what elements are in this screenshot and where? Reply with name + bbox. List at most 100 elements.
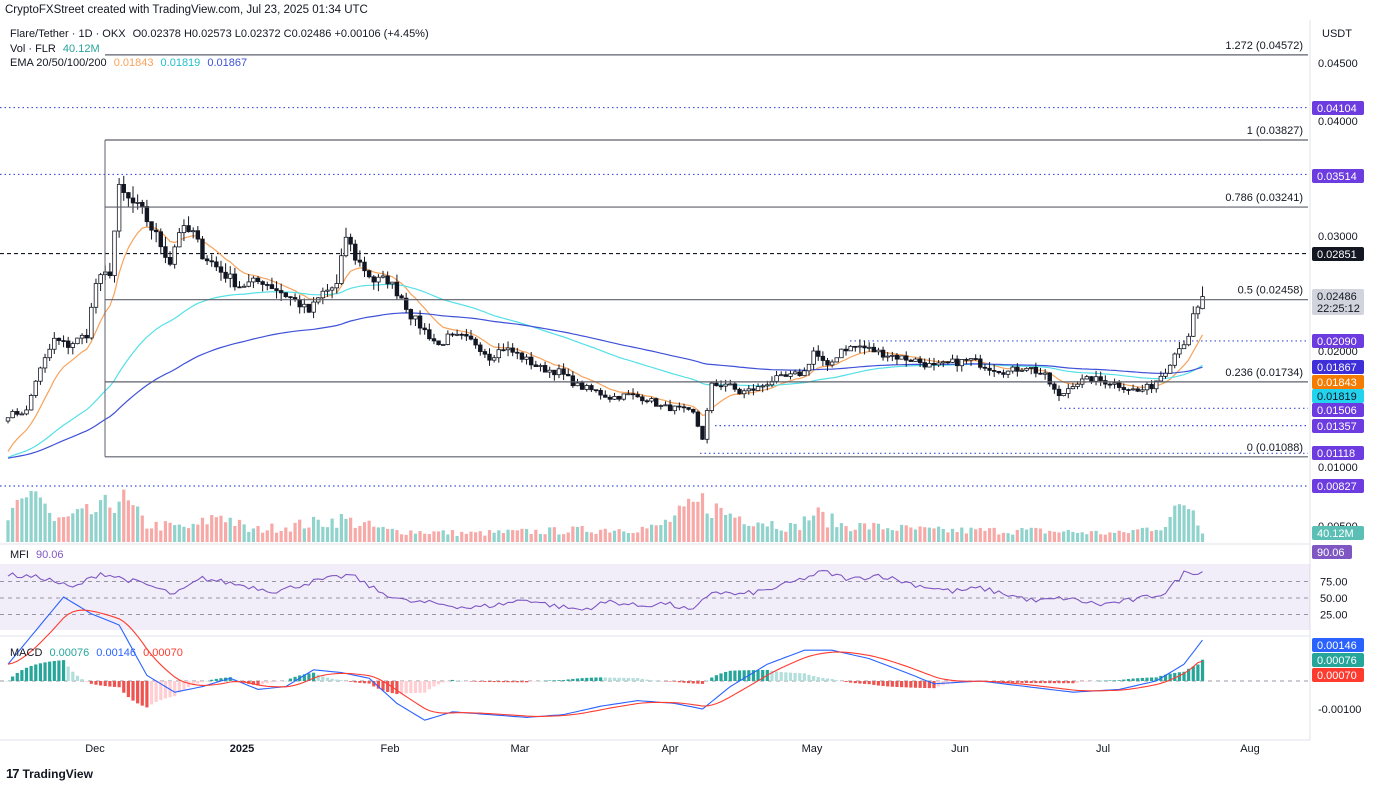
mfi-legend: MFI 90.06 xyxy=(10,549,64,561)
candle-body xyxy=(334,283,339,289)
macd-histogram-bar xyxy=(256,681,260,686)
volume-bar xyxy=(390,528,394,542)
candle-body xyxy=(417,315,423,329)
candle-body xyxy=(223,271,228,279)
volume-bar xyxy=(1057,532,1061,542)
volume-bar xyxy=(663,519,668,542)
volume-bar xyxy=(733,517,737,542)
macd-histogram-bar xyxy=(923,681,927,689)
volume-bar xyxy=(1020,527,1024,542)
candle-body xyxy=(1117,382,1122,388)
candle-body xyxy=(1107,383,1113,386)
macd-histogram-bar xyxy=(538,680,543,682)
macd-histogram-bar xyxy=(1025,681,1029,683)
macd-histogram-bar xyxy=(705,680,709,681)
volume-bar xyxy=(1182,505,1186,542)
candle-body xyxy=(177,232,182,248)
macd-histogram-bar xyxy=(1011,681,1015,683)
volume-bar xyxy=(622,531,626,542)
volume-bar xyxy=(969,527,973,542)
candle-body xyxy=(806,363,812,372)
volume-bar xyxy=(302,528,306,542)
candle-body xyxy=(1042,372,1048,375)
candle-body xyxy=(630,393,636,396)
macd-histogram-bar xyxy=(381,681,385,691)
macd-histogram-bar xyxy=(126,681,130,698)
volume-bar xyxy=(876,523,881,542)
volume-bar xyxy=(881,529,885,542)
candle-body xyxy=(644,400,650,403)
volume-bar xyxy=(1117,530,1121,542)
candle-body xyxy=(561,368,566,375)
time-tick-label: Mar xyxy=(511,743,530,755)
macd-histogram-bar xyxy=(159,681,163,700)
candle-body xyxy=(311,301,316,313)
macd-histogram-bar xyxy=(1020,681,1024,683)
volume-bar xyxy=(890,530,894,542)
macd-histogram-bar xyxy=(742,670,746,681)
fib-level-label: 0.5 (0.02458) xyxy=(1238,285,1303,297)
macd-histogram-bar xyxy=(131,681,135,701)
volume-bar xyxy=(677,505,681,542)
volume-bar xyxy=(52,521,56,542)
candle-body xyxy=(547,369,552,373)
macd-histogram-bar xyxy=(631,678,635,681)
volume-bar xyxy=(251,528,255,542)
volume-bar xyxy=(163,521,168,542)
macd-histogram-bar xyxy=(200,681,205,683)
candle-body xyxy=(269,284,275,290)
volume-bar xyxy=(835,527,839,542)
volume-bar xyxy=(983,530,987,542)
volume-bar xyxy=(756,522,760,542)
macd-histogram-bar xyxy=(205,680,209,682)
candle-body xyxy=(695,411,701,427)
candle-body xyxy=(1163,372,1168,377)
volume-bar xyxy=(585,531,589,542)
ema20-value: 0.01843 xyxy=(113,57,154,69)
macd-histogram-bar xyxy=(534,681,538,682)
volume-bar xyxy=(626,532,631,542)
volume-bar xyxy=(330,518,334,542)
macd-histogram-bar xyxy=(899,681,904,688)
volume-bar xyxy=(311,516,316,542)
macd-histogram-bar xyxy=(99,681,103,686)
candle-body xyxy=(61,340,66,342)
macd-histogram-bar xyxy=(714,675,718,681)
candle-body xyxy=(871,346,877,353)
macd-histogram-bar xyxy=(673,681,677,682)
candle-body xyxy=(98,274,103,284)
tradingview-logo[interactable]: 17 TradingView xyxy=(6,766,93,781)
macd-histogram-bar xyxy=(1182,671,1186,681)
time-tick-label: 2025 xyxy=(230,743,254,755)
macd-histogram-bar xyxy=(372,681,376,687)
macd-histogram-bar xyxy=(844,681,848,683)
volume-bar xyxy=(1011,534,1015,542)
candle-body xyxy=(1066,388,1071,394)
macd-histogram-bar xyxy=(1196,664,1200,681)
candle-body xyxy=(658,405,664,407)
candle-body xyxy=(505,347,511,351)
candle-body xyxy=(371,276,376,283)
volume-bar xyxy=(358,526,362,542)
candle-body xyxy=(496,349,501,359)
candle-body xyxy=(190,230,196,233)
candle-body xyxy=(839,348,844,359)
volume-bar xyxy=(987,528,992,542)
volume-bar xyxy=(862,523,867,542)
volume-bar xyxy=(950,528,955,542)
candle-body xyxy=(802,370,807,377)
macd-histogram-bar xyxy=(279,681,283,682)
macd-histogram-bar xyxy=(548,680,552,681)
macd-histogram-bar xyxy=(585,677,589,681)
macd-histogram-bar xyxy=(719,673,723,681)
macd-histogram-bar xyxy=(1168,673,1172,681)
macd-histogram-bar xyxy=(34,664,38,681)
macd-histogram-bar xyxy=(43,662,47,681)
macd-histogram-bar xyxy=(464,681,468,682)
candle-body xyxy=(1149,383,1154,390)
volume-bar xyxy=(469,531,473,542)
volume-bar xyxy=(288,531,293,542)
candle-body xyxy=(163,246,168,258)
volume-bar xyxy=(196,524,200,542)
